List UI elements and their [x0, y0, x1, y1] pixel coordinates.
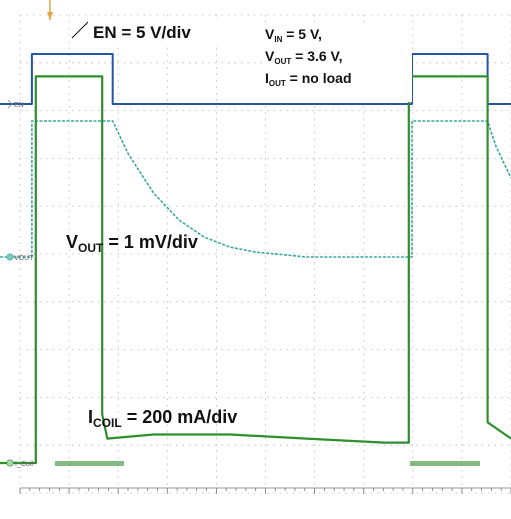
icoil-scale-annotation: ICOIL = 200 mA/div: [88, 407, 237, 430]
en-annotation-box: [88, 18, 230, 44]
en-scale-annotation: EN = 5 V/div: [93, 23, 191, 42]
trigger-marker: [47, 0, 53, 20]
icoil-trace: [0, 75, 511, 465]
channel-marker-icoil: I_Coil: [6, 459, 33, 468]
icoil-ripple-band: [410, 461, 480, 466]
conditions-box: [262, 24, 412, 102]
en-annotation-leader: [71, 21, 89, 39]
traces: [0, 53, 511, 466]
channel-marker-en: EN: [7, 99, 24, 109]
grid: [19, 14, 511, 494]
condition-iout: IOUT = no load: [265, 70, 352, 88]
conditions-annotation: VIN = 5 V, VOUT = 3.6 V, IOUT = no load: [265, 26, 352, 88]
channel-marker-en-label: EN: [14, 102, 24, 109]
condition-vout: VOUT = 3.6 V,: [265, 48, 342, 66]
channel-marker-icoil-label: I_Coil: [15, 461, 33, 468]
channel-marker-vout: VOUT: [6, 253, 34, 262]
vout-trace: [0, 120, 511, 258]
condition-vin: VIN = 5 V,: [265, 26, 322, 44]
channel-marker-vout-label: VOUT: [14, 255, 34, 262]
vout-scale-annotation: VOUT = 1 mV/div: [66, 232, 198, 255]
icoil-ripple-band: [55, 461, 124, 466]
